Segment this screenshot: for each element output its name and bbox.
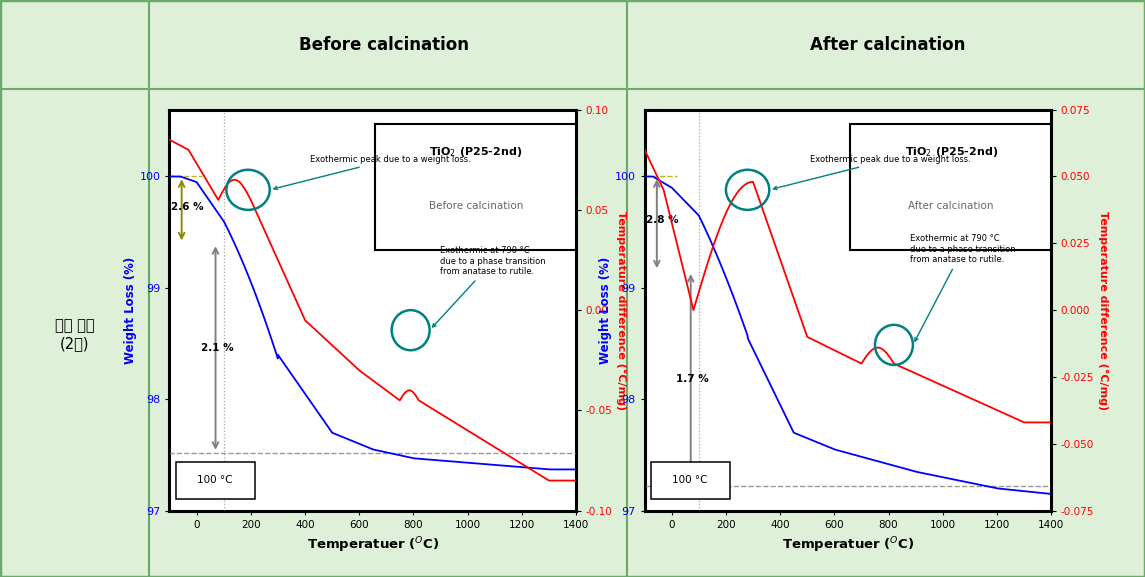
Text: Exothermic peak due to a weight loss.: Exothermic peak due to a weight loss. <box>774 155 971 190</box>
Text: Exothermic at 790 °C
due to a phase transition
from anatase to rutile.: Exothermic at 790 °C due to a phase tran… <box>433 246 546 327</box>
Text: 반복 측정
(2차): 반복 측정 (2차) <box>55 319 94 351</box>
FancyBboxPatch shape <box>374 123 576 250</box>
Y-axis label: Temperature difference (°C/mg): Temperature difference (°C/mg) <box>1098 211 1108 410</box>
Text: 2.8 %: 2.8 % <box>646 215 679 226</box>
X-axis label: Temperatuer ($^O$C): Temperatuer ($^O$C) <box>782 535 914 555</box>
Y-axis label: Weight Loss (%): Weight Loss (%) <box>599 257 611 364</box>
Text: After calcination: After calcination <box>810 36 965 54</box>
Text: After calcination: After calcination <box>908 201 994 211</box>
Text: 1.7 %: 1.7 % <box>676 374 709 384</box>
Y-axis label: Weight Loss (%): Weight Loss (%) <box>124 257 136 364</box>
Text: Before calcination: Before calcination <box>428 201 523 211</box>
Text: Before calcination: Before calcination <box>299 36 468 54</box>
Text: 100 °C: 100 °C <box>672 475 708 485</box>
Text: 2.1 %: 2.1 % <box>200 343 234 353</box>
FancyBboxPatch shape <box>850 123 1051 250</box>
Text: Exothermic peak due to a weight loss.: Exothermic peak due to a weight loss. <box>274 155 471 190</box>
X-axis label: Temperatuer ($^O$C): Temperatuer ($^O$C) <box>307 535 439 555</box>
FancyBboxPatch shape <box>650 462 731 499</box>
Text: TiO$_2$ (P25-2nd): TiO$_2$ (P25-2nd) <box>905 145 997 159</box>
Text: 2.6 %: 2.6 % <box>171 201 204 212</box>
Text: Exothermic at 790 °C
due to a phase transition
from anatase to rutile.: Exothermic at 790 °C due to a phase tran… <box>910 234 1016 341</box>
Y-axis label: Temperature difference (°C/mg): Temperature difference (°C/mg) <box>616 211 626 410</box>
Text: TiO$_2$ (P25-2nd): TiO$_2$ (P25-2nd) <box>429 145 522 159</box>
FancyBboxPatch shape <box>175 462 255 499</box>
Text: 100 °C: 100 °C <box>197 475 232 485</box>
